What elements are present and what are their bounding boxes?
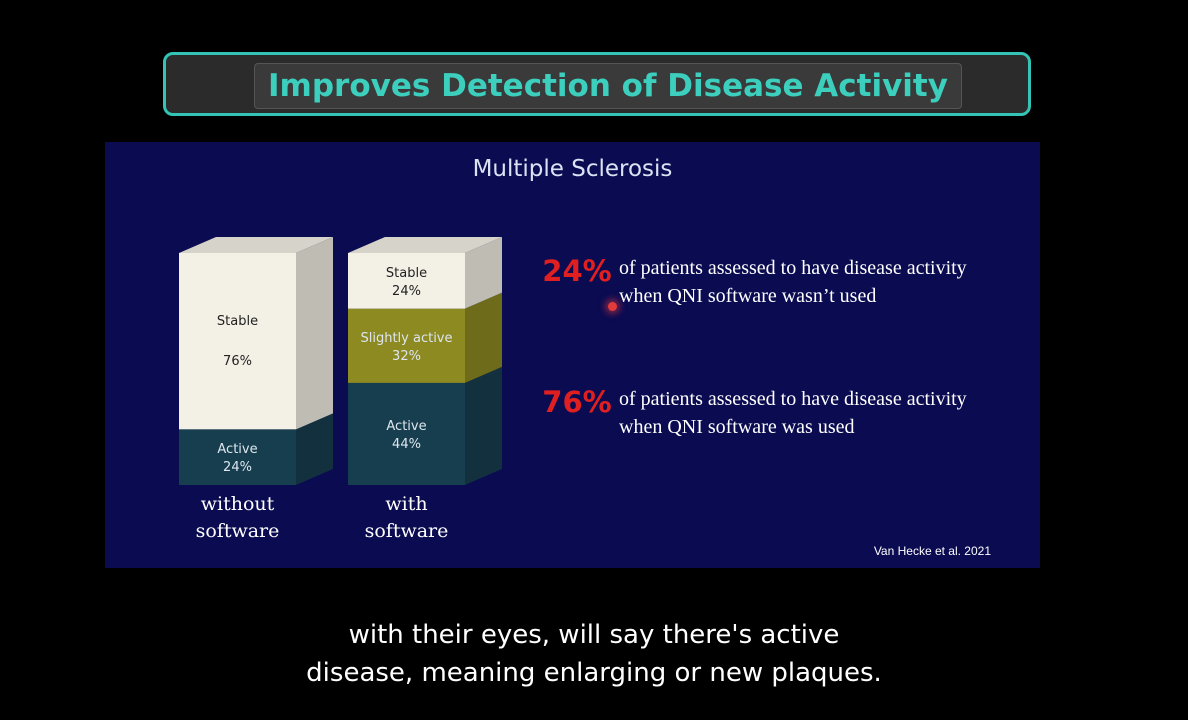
- bar-segment-stable: [179, 253, 296, 430]
- bar-segment-stable: [348, 253, 465, 309]
- stat-percent: 76%: [542, 385, 612, 419]
- slide-panel: Multiple Sclerosis Active 24% Stable 76% wit…: [105, 142, 1040, 568]
- stat-row-without: 24% of patients assessed to have disease…: [541, 254, 1041, 310]
- bar-segment-active: [179, 429, 296, 485]
- bar-segment-slightly-active: [348, 308, 465, 383]
- bar-side-active: [296, 413, 333, 485]
- caption-line: with their eyes, will say there's active: [348, 620, 840, 650]
- bar-top-face: [179, 237, 333, 253]
- title-banner: Improves Detection of Disease Activity: [163, 52, 1031, 116]
- stat-line: of patients assessed to have disease act…: [619, 388, 967, 410]
- citation: Van Hecke et al. 2021: [873, 544, 991, 558]
- slide-title: Improves Detection of Disease Activity: [254, 63, 962, 109]
- stat-description: of patients assessed to have disease act…: [619, 254, 1039, 310]
- bar-label-name: Active: [386, 419, 426, 434]
- bar-segment-active: [348, 382, 465, 485]
- stat-line: when QNI software wasn’t used: [619, 285, 877, 307]
- stat-row-with: 76% of patients assessed to have disease…: [541, 385, 1041, 441]
- category-label: without: [201, 493, 275, 515]
- stacked-bar-chart: Active 24% Stable 76% without software Active 4…: [179, 237, 502, 542]
- bar-label-name: Slightly active: [360, 331, 452, 346]
- category-label: with: [385, 493, 427, 515]
- bar-label-value: 24%: [392, 284, 421, 299]
- bar-label-value: 44%: [392, 437, 421, 452]
- bar-side-stable: [465, 237, 502, 309]
- bar-label-name: Stable: [386, 266, 427, 281]
- stat-line: when QNI software was used: [619, 416, 855, 438]
- subtitle-caption: with their eyes, will say there's active…: [0, 616, 1188, 692]
- category-label: software: [365, 520, 449, 542]
- bar-side-stable: [296, 237, 333, 430]
- bar-label-name: Active: [217, 442, 257, 457]
- bar-top-face: [348, 237, 502, 253]
- chart-title: Multiple Sclerosis: [472, 156, 673, 182]
- category-label: software: [196, 520, 280, 542]
- bar-side-active: [465, 366, 502, 485]
- bar-label-value: 76%: [223, 354, 252, 369]
- bar-label-name: Stable: [217, 314, 258, 329]
- stat-line: of patients assessed to have disease act…: [619, 257, 967, 279]
- stat-percent: 24%: [542, 254, 612, 288]
- bar-side-slightly-active: [465, 292, 502, 383]
- bar-label-value: 32%: [392, 349, 421, 364]
- stat-description: of patients assessed to have disease act…: [619, 385, 1039, 441]
- pointer-cursor-icon: [608, 302, 617, 311]
- bar-label-value: 24%: [223, 460, 252, 475]
- caption-line: disease, meaning enlarging or new plaque…: [306, 658, 882, 688]
